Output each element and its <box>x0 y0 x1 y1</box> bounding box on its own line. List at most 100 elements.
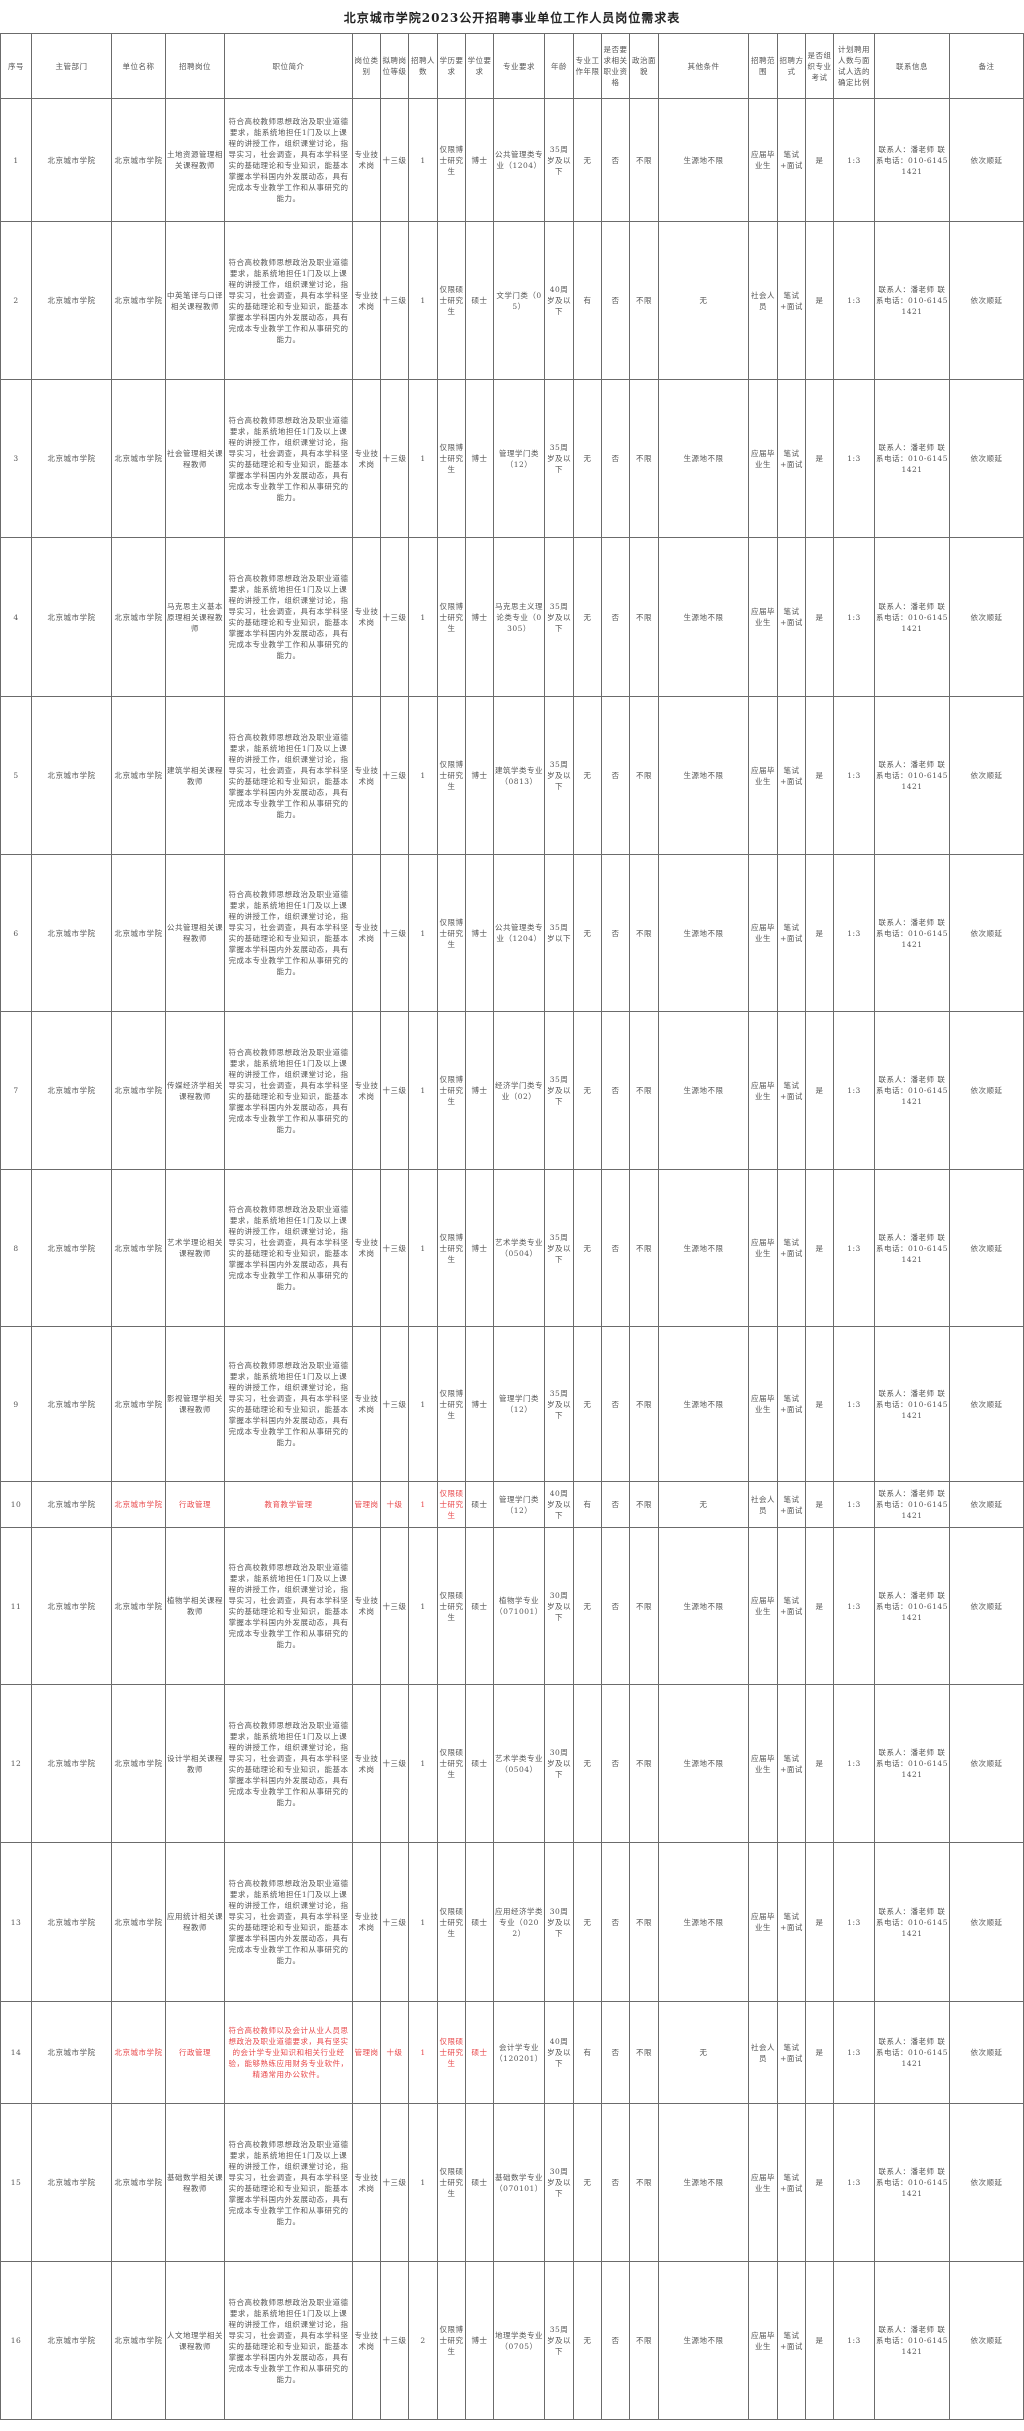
cell-remark: 依次顺延 <box>949 2001 1024 2104</box>
cell-education: 仅限硕士研究生 <box>437 2103 466 2262</box>
cell-method: 笔试+面试 <box>777 854 806 1012</box>
cell-contact: 联系人：潘老师 联系电话：010-61451421 <box>874 379 950 538</box>
cell-no: 6 <box>0 854 32 1012</box>
cell-intro: 符合高校教师思想政治及职业道德要求，能系统地担任1门及以上课程的讲授工作，组织课… <box>224 2103 353 2262</box>
cell-major: 管理学门类（12） <box>493 1326 545 1482</box>
cell-degree: 博士 <box>465 1326 494 1482</box>
cell-contact: 联系人：潘老师 联系电话：010-61451421 <box>874 537 950 697</box>
cell-ratio: 1:3 <box>833 379 875 538</box>
cell-dept: 北京城市学院 <box>31 2001 112 2104</box>
cell-method: 笔试+面试 <box>777 696 806 855</box>
cell-category: 专业技术岗 <box>352 1011 381 1170</box>
header-scope: 招聘范围 <box>748 33 778 99</box>
cell-no: 10 <box>0 1481 32 1528</box>
cell-years: 无 <box>573 696 602 855</box>
cell-qualification: 否 <box>601 537 630 697</box>
cell-political: 不限 <box>629 1011 659 1170</box>
cell-education: 仅限博士研究生 <box>437 1169 466 1327</box>
cell-level: 十三级 <box>380 1684 409 1843</box>
cell-post: 影视管理学相关课程教师 <box>165 1326 225 1482</box>
cell-education: 仅限博士研究生 <box>437 696 466 855</box>
cell-other: 生源地不限 <box>658 1011 749 1170</box>
cell-political: 不限 <box>629 1481 659 1528</box>
cell-education: 仅限硕士研究生 <box>437 2001 466 2104</box>
table-row: 10 北京城市学院 北京城市学院 行政管理 教育教学管理 管理岗 十级 1 仅限硕士研究生 硕士管… <box>0 1481 1024 1528</box>
cell-dept: 北京城市学院 <box>31 1527 112 1685</box>
cell-other: 生源地不限 <box>658 98 749 222</box>
cell-major: 地理学类专业（0705） <box>493 2261 545 2420</box>
cell-count: 1 <box>408 1527 438 1685</box>
cell-qualification: 否 <box>601 2001 630 2104</box>
header-qualification: 是否要求相关职业资格 <box>601 33 630 99</box>
cell-unit: 北京城市学院 <box>111 2001 166 2104</box>
header-method: 招聘方式 <box>777 33 806 99</box>
cell-political: 不限 <box>629 1326 659 1482</box>
cell-count: 1 <box>408 221 438 380</box>
cell-scope: 社会人员 <box>748 1481 778 1528</box>
cell-intro: 符合高校教师思想政治及职业道德要求，能系统地担任1门及以上课程的讲授工作，组织课… <box>224 98 353 222</box>
table-row: 6 北京城市学院 北京城市学院 公共管理相关课程教师 符合高校教师思想政治及职业道德要求… <box>0 854 1024 1012</box>
cell-scope: 应届毕业生 <box>748 1527 778 1685</box>
cell-method: 笔试+面试 <box>777 1169 806 1327</box>
cell-intro: 符合高校教师思想政治及职业道德要求，能系统地担任1门及以上课程的讲授工作，组织课… <box>224 379 353 538</box>
cell-education: 仅限硕士研究生 <box>437 1527 466 1685</box>
cell-degree: 硕士 <box>465 1684 494 1843</box>
cell-contact: 联系人：潘老师 联系电话：010-61451421 <box>874 1326 950 1482</box>
cell-dept: 北京城市学院 <box>31 2261 112 2420</box>
cell-category: 专业技术岗 <box>352 98 381 222</box>
cell-level: 十三级 <box>380 1011 409 1170</box>
cell-count: 1 <box>408 1169 438 1327</box>
cell-method: 笔试+面试 <box>777 1842 806 2002</box>
cell-age: 30周岁及以下 <box>544 2103 574 2262</box>
cell-remark: 依次顺延 <box>949 98 1024 222</box>
header-major: 专业要求 <box>493 33 545 99</box>
header-degree: 学位要求 <box>465 33 494 99</box>
cell-years: 无 <box>573 854 602 1012</box>
cell-age: 35周岁及以下 <box>544 98 574 222</box>
cell-level: 十三级 <box>380 221 409 380</box>
cell-years: 无 <box>573 379 602 538</box>
cell-qualification: 否 <box>601 696 630 855</box>
cell-count: 1 <box>408 1011 438 1170</box>
cell-category: 专业技术岗 <box>352 1527 381 1685</box>
table-row: 16 北京城市学院 北京城市学院 人文地理学相关课程教师 符合高校教师思想政治及职业道德… <box>0 2261 1024 2420</box>
cell-political: 不限 <box>629 1527 659 1685</box>
cell-degree: 博士 <box>465 98 494 222</box>
cell-qualification: 否 <box>601 1842 630 2002</box>
cell-age: 30周岁及以下 <box>544 1842 574 2002</box>
cell-category: 专业技术岗 <box>352 1842 381 2002</box>
cell-ratio: 1:3 <box>833 1326 875 1482</box>
cell-years: 无 <box>573 537 602 697</box>
cell-education: 仅限博士研究生 <box>437 98 466 222</box>
cell-count: 1 <box>408 2103 438 2262</box>
cell-exam: 是 <box>805 2103 834 2262</box>
cell-degree: 博士 <box>465 854 494 1012</box>
cell-major: 会计学专业（120201） <box>493 2001 545 2104</box>
cell-other: 生源地不限 <box>658 537 749 697</box>
cell-method: 笔试+面试 <box>777 2103 806 2262</box>
cell-years: 无 <box>573 1527 602 1685</box>
cell-political: 不限 <box>629 379 659 538</box>
cell-remark: 依次顺延 <box>949 2261 1024 2420</box>
table-row: 9 北京城市学院 北京城市学院 影视管理学相关课程教师 符合高校教师思想政治及职业道德要… <box>0 1326 1024 1482</box>
cell-scope: 社会人员 <box>748 2001 778 2104</box>
cell-method: 笔试+面试 <box>777 1481 806 1528</box>
cell-intro: 符合高校教师思想政治及职业道德要求，能系统地担任1门及以上课程的讲授工作，组织课… <box>224 1527 353 1685</box>
cell-exam: 是 <box>805 2261 834 2420</box>
cell-age: 35周岁及以下 <box>544 537 574 697</box>
cell-degree: 硕士 <box>465 221 494 380</box>
cell-unit: 北京城市学院 <box>111 1684 166 1843</box>
header-unit: 单位名称 <box>111 33 166 99</box>
cell-years: 有 <box>573 1481 602 1528</box>
cell-method: 笔试+面试 <box>777 1326 806 1482</box>
cell-no: 4 <box>0 537 32 697</box>
cell-degree: 硕士 <box>465 1527 494 1685</box>
header-education: 学历要求 <box>437 33 466 99</box>
cell-qualification: 否 <box>601 1684 630 1843</box>
cell-contact: 联系人：潘老师 联系电话：010-61451421 <box>874 2103 950 2262</box>
cell-level: 十三级 <box>380 2103 409 2262</box>
table-row: 3 北京城市学院 北京城市学院 社会管理相关课程教师 符合高校教师思想政治及职业道德要求… <box>0 379 1024 538</box>
table-row: 14 北京城市学院 北京城市学院 行政管理 符合高校教师以及会计从业人员思想政治及职业道… <box>0 2001 1024 2104</box>
cell-count: 1 <box>408 1684 438 1843</box>
cell-dept: 北京城市学院 <box>31 1326 112 1482</box>
